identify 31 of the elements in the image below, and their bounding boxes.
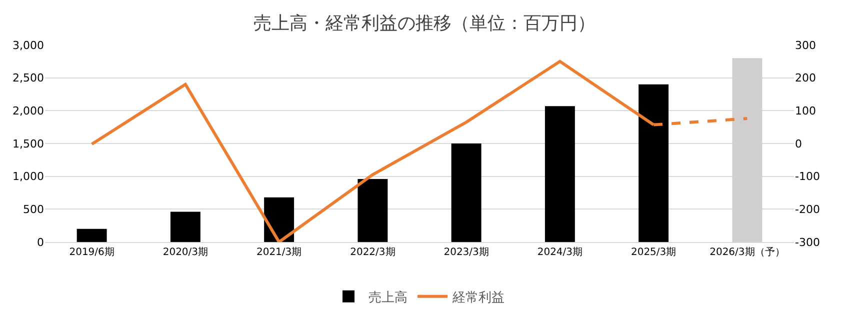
bar — [358, 178, 388, 242]
x-tick-label: 2022/3期 — [350, 246, 396, 258]
x-tick-label: 2019/6期 — [69, 246, 114, 258]
y2-tick-label: -100 — [795, 170, 820, 184]
bar — [76, 228, 107, 242]
bar — [544, 106, 575, 242]
x-tick-label: 2024/3期 — [537, 246, 583, 258]
y2-tick-label: -300 — [795, 236, 820, 249]
x-tick-label: 2026/3期（予） — [710, 246, 785, 258]
chart-title: 売上高・経常利益の推移（単位：百万円） — [254, 12, 596, 34]
y2-tick-label: 0 — [795, 137, 802, 150]
y-tick-label: 500 — [23, 203, 44, 216]
bar — [451, 144, 482, 242]
x-tick-label: 2023/3期 — [444, 246, 489, 258]
y2-tick-label: 200 — [795, 72, 816, 85]
bar — [638, 84, 669, 242]
y-tick-label: 3,000 — [12, 38, 44, 52]
x-tick-label: 2020/3期 — [162, 246, 208, 258]
y-tick-label: 2,000 — [12, 104, 44, 118]
y-tick-label: 2,500 — [12, 72, 44, 85]
y2-tick-label: 100 — [795, 104, 816, 118]
y2-tick-label: -200 — [795, 203, 820, 216]
y-tick-label: 1,500 — [12, 137, 44, 150]
y2-tick-label: 300 — [795, 38, 816, 52]
y-tick-label: 1,000 — [12, 170, 44, 184]
legend-label: 経常利益 — [452, 290, 504, 306]
legend-label: 売上高 — [368, 289, 408, 306]
y-tick-label: 0 — [37, 236, 44, 249]
x-tick-label: 2025/3期 — [630, 246, 676, 258]
bar — [170, 212, 200, 242]
x-tick-label: 2021/3期 — [256, 246, 302, 258]
